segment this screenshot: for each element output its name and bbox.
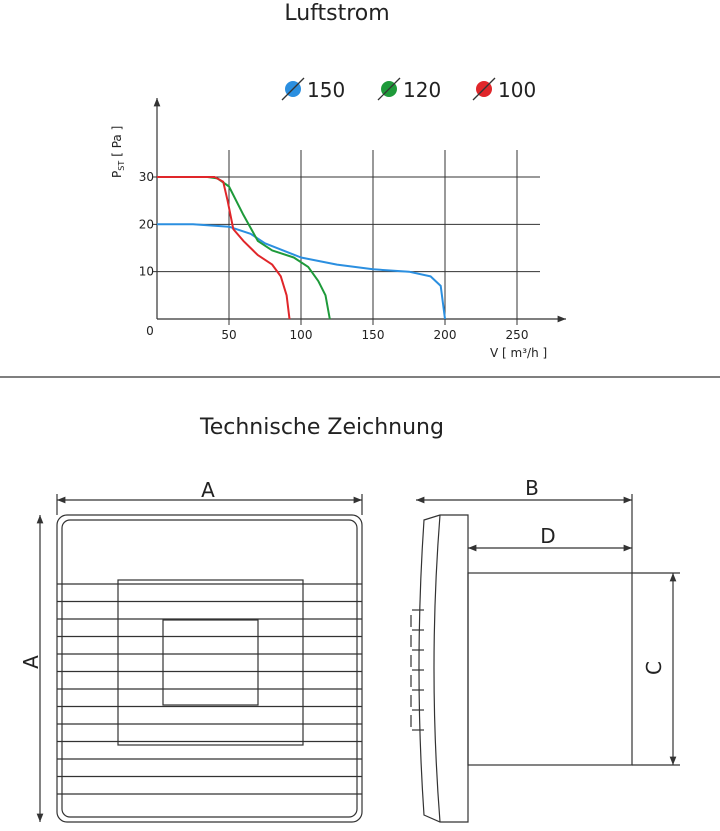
series-line bbox=[157, 176, 291, 320]
chart-title: Luftstrom bbox=[284, 1, 389, 26]
side-view bbox=[410, 514, 633, 823]
y-axis-label-part: ST bbox=[117, 161, 126, 171]
legend-label: 150 bbox=[307, 78, 345, 102]
front-view bbox=[56, 514, 363, 823]
y-tick-label: 20 bbox=[139, 217, 154, 231]
dim-label: D bbox=[540, 524, 555, 548]
y-axis-label-part: P bbox=[110, 171, 124, 178]
y-axis-label-part: [ Pa ] bbox=[110, 126, 124, 157]
dim-label: A bbox=[201, 478, 215, 502]
dim-label: C bbox=[642, 661, 666, 675]
dim-label: A bbox=[19, 655, 43, 669]
x-tick-label: 200 bbox=[434, 328, 457, 342]
x-tick-label: 0 bbox=[146, 324, 154, 338]
legend-label: 120 bbox=[403, 78, 441, 102]
drawing-title: Technische Zeichnung bbox=[199, 415, 444, 440]
x-tick-label: 100 bbox=[290, 328, 313, 342]
y-tick-label: 30 bbox=[139, 170, 154, 184]
x-tick-label: 150 bbox=[362, 328, 385, 342]
legend-slash bbox=[472, 77, 496, 101]
y-axis-label: PST [ Pa ] bbox=[110, 126, 126, 178]
legend-slash bbox=[281, 77, 305, 101]
legend-label: 100 bbox=[498, 78, 536, 102]
x-axis-label: V [ m³/h ] bbox=[490, 346, 547, 360]
dim-label: B bbox=[525, 476, 539, 500]
y-tick-label: 10 bbox=[139, 265, 154, 279]
x-tick-label: 50 bbox=[221, 328, 236, 342]
series-line bbox=[157, 223, 446, 320]
x-tick-label: 250 bbox=[506, 328, 529, 342]
legend-slash bbox=[377, 77, 401, 101]
series-line bbox=[157, 176, 331, 320]
